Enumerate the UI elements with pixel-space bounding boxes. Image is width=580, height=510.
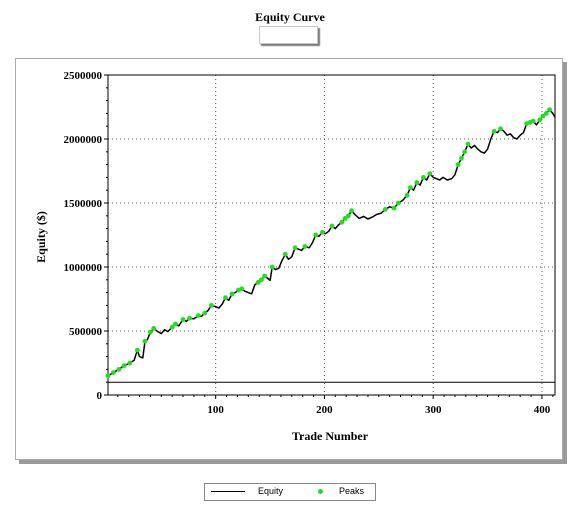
peak-point [427, 171, 433, 177]
peak-point [346, 213, 351, 219]
peak-point [421, 175, 426, 180]
peak-point [530, 118, 536, 124]
peak-point [455, 162, 461, 168]
peak-point [404, 192, 410, 198]
peak-point [262, 273, 267, 279]
peak-point [180, 317, 186, 322]
plot-area [107, 74, 556, 396]
peak-point [537, 117, 543, 123]
peak-point [329, 223, 335, 229]
peaks-series [105, 107, 552, 379]
peak-point [391, 205, 397, 211]
y-tick-label: 2000000 [64, 134, 103, 146]
peak-point [195, 313, 201, 318]
x-tick-label: 400 [534, 404, 551, 416]
peak-point [319, 230, 325, 235]
peak-point [313, 232, 319, 238]
peak-point [342, 216, 348, 221]
peak-point [116, 367, 122, 372]
peak-point [169, 324, 175, 330]
peak-point [459, 155, 464, 161]
peak-point [269, 264, 275, 270]
peak-point [239, 286, 245, 292]
chart-title: Equity Curve [255, 10, 325, 24]
y-tick-label: 500000 [69, 326, 103, 338]
peak-point [349, 208, 354, 214]
peak-point [173, 321, 178, 327]
peak-point [151, 326, 157, 331]
y-axis-label: Equity ($) [34, 211, 48, 263]
peak-point [105, 373, 111, 379]
peak-point [396, 200, 401, 206]
peak-point [202, 310, 208, 316]
grid-lines [108, 75, 555, 395]
peak-point [111, 370, 116, 375]
peak-point [465, 141, 471, 147]
peak-point [292, 245, 298, 251]
y-tick-label: 2500000 [64, 70, 103, 82]
peak-point [187, 315, 193, 321]
peak-point [543, 111, 549, 116]
title-input-box [259, 26, 318, 44]
peak-point [127, 360, 133, 366]
peak-point [208, 303, 214, 308]
peak-point [408, 185, 413, 191]
peak-point [223, 295, 228, 301]
peak-point [148, 329, 153, 335]
y-tick-label: 1500000 [64, 198, 103, 210]
peak-point [547, 107, 552, 112]
peak-point [142, 338, 148, 344]
peak-point [339, 219, 345, 225]
peak-point [414, 180, 420, 185]
x-tick-label: 300 [425, 404, 442, 416]
peak-point [462, 149, 468, 155]
peak-point [382, 207, 388, 212]
y-tick-label: 0 [97, 390, 103, 402]
peak-point [491, 128, 497, 134]
peak-point [540, 113, 546, 119]
peak-point [135, 347, 140, 353]
peak-point [302, 244, 308, 249]
axis-ticks: 100 200 300 400 0 500000 1000000 1500000 2000000… [64, 70, 554, 416]
x-tick-label: 200 [316, 404, 333, 416]
equity-series-line [107, 108, 556, 377]
peak-point [229, 291, 235, 297]
peak-point [259, 277, 264, 283]
legend-label-equity: Equity [258, 486, 284, 496]
peak-point [498, 126, 503, 132]
y-tick-label: 1000000 [64, 262, 103, 274]
peak-point [282, 251, 288, 257]
x-tick-label: 100 [207, 404, 224, 416]
x-axis-label: Trade Number [292, 429, 369, 443]
legend-label-peaks: Peaks [339, 486, 365, 496]
equity-legend-swatch [211, 491, 245, 492]
peak-point [255, 280, 261, 285]
chart-legend: Equity Peaks [204, 483, 376, 501]
peaks-legend-swatch [318, 489, 323, 494]
peak-point [121, 363, 127, 368]
